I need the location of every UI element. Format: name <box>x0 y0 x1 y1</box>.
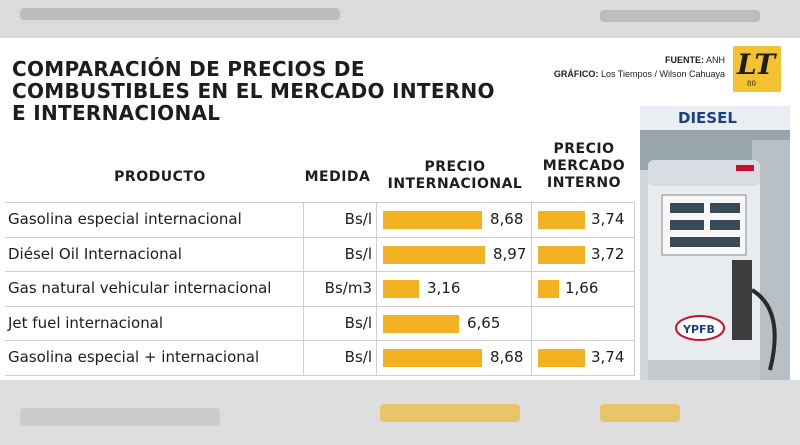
internal-price-bar <box>538 349 585 367</box>
title-line-1: COMPARACIÓN DE PRECIOS DE <box>12 57 365 81</box>
header-product: PRODUCTO <box>114 169 206 185</box>
table-row: Gasolina especial + internacional Bs/l 8,6… <box>0 341 635 373</box>
diesel-pump-photo: DIESEL YPFB <box>640 100 790 380</box>
row-separator <box>5 340 635 341</box>
product-name: Gasolina especial + internacional <box>8 348 260 366</box>
international-price-bar <box>383 211 482 229</box>
column-divider <box>303 203 304 375</box>
product-name: Jet fuel internacional <box>8 313 164 332</box>
column-divider <box>634 203 635 375</box>
internal-price-label: 3,72 <box>591 244 625 263</box>
international-price-label: 3,16 <box>427 279 461 297</box>
unit-label: Bs/l <box>344 244 372 263</box>
row-separator <box>5 374 635 376</box>
international-price-bar <box>383 314 459 333</box>
international-price-label: 8,68 <box>490 348 524 366</box>
row-separator <box>5 305 635 307</box>
international-price-bar <box>383 245 485 264</box>
international-price-bar <box>383 280 419 298</box>
diesel-sign-text: DIESEL <box>678 109 737 127</box>
los-tiempos-logo: LT 80 <box>733 46 781 92</box>
title-line-3: E INTERNACIONAL <box>12 101 221 125</box>
header-unit: MEDIDA <box>304 169 371 185</box>
table-row: Gas natural vehicular internacional Bs/m3… <box>0 272 635 304</box>
product-name: Diésel Oil Internacional <box>8 244 182 263</box>
source-value: ANH <box>705 55 725 65</box>
header-internal-line-1: PRECIO <box>553 141 615 157</box>
row-separator <box>5 271 635 272</box>
column-divider <box>376 203 377 375</box>
unit-label: Bs/m3 <box>324 279 372 297</box>
column-divider <box>531 203 532 375</box>
international-price-label: 8,68 <box>490 210 524 228</box>
header-international-price: PRECIO INTERNACIONAL <box>380 159 530 193</box>
logo-letters: LT <box>737 48 776 81</box>
internal-price-label: 3,74 <box>591 210 625 228</box>
logo-anniversary: 80 <box>747 80 756 88</box>
unit-label: Bs/l <box>344 313 372 332</box>
graphic-label: GRÁFICO: <box>553 69 599 79</box>
product-name: Gas natural vehicular internacional <box>8 279 272 297</box>
unit-label: Bs/l <box>344 210 372 228</box>
international-price-bar <box>383 349 482 367</box>
infographic-card: COMPARACIÓN DE PRECIOS DE COMBUSTIBLES E… <box>0 38 800 380</box>
row-separator <box>5 202 635 203</box>
internal-price-bar <box>538 245 585 264</box>
international-price-label: 8,97 <box>493 244 527 263</box>
header-internal-line-3: INTERNO <box>547 175 621 191</box>
international-price-label: 6,65 <box>467 313 501 332</box>
internal-price-bar <box>538 280 559 298</box>
ypfb-brand-text: YPFB <box>682 323 715 336</box>
fuel-pump-illustration: DIESEL YPFB <box>640 100 790 380</box>
unit-label: Bs/l <box>344 348 372 366</box>
product-name: Gasolina especial internacional <box>8 210 242 228</box>
internal-price-label: 3,74 <box>591 348 625 366</box>
graphic-credit: GRÁFICO: Los Tiempos / Wilson Cahuaya <box>554 67 725 81</box>
table-row: Diésel Oil Internacional Bs/l 8,97 3,72 <box>0 238 635 270</box>
credits: FUENTE: ANH GRÁFICO: Los Tiempos / Wilso… <box>554 53 725 81</box>
infographic-title: COMPARACIÓN DE PRECIOS DE COMBUSTIBLES E… <box>12 58 512 124</box>
source-label: FUENTE: <box>664 55 704 65</box>
header-internal-line-2: MERCADO <box>542 158 626 174</box>
header-international-line-1: PRECIO <box>424 159 486 175</box>
blurred-header-background <box>0 0 800 38</box>
blurred-footer-background <box>0 380 800 445</box>
table-row: Jet fuel internacional Bs/l 6,65 <box>0 307 635 339</box>
graphic-value: Los Tiempos / Wilson Cahuaya <box>600 69 725 79</box>
table-row: Gasolina especial internacional Bs/l 8,68 3… <box>0 203 635 235</box>
header-internal-price: PRECIO MERCADO INTERNO <box>534 141 634 192</box>
source-credit: FUENTE: ANH <box>554 53 725 67</box>
title-line-2: COMBUSTIBLES EN EL MERCADO INTERNO <box>12 79 495 103</box>
internal-price-label: 1,66 <box>565 279 599 297</box>
internal-price-bar <box>538 211 585 229</box>
header-international-line-2: INTERNACIONAL <box>387 176 523 192</box>
row-separator <box>5 236 635 238</box>
